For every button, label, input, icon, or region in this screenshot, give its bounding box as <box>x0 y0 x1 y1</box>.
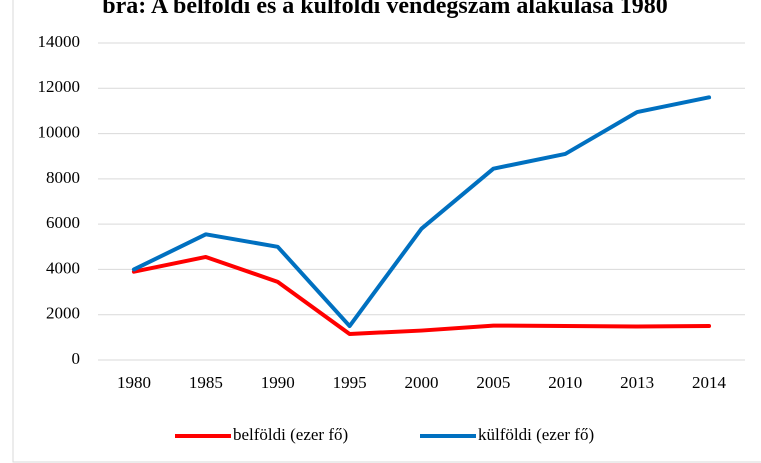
x-tick-label: 2014 <box>692 373 727 392</box>
x-tick-label: 2005 <box>476 373 510 392</box>
y-tick-label: 12000 <box>38 77 81 96</box>
x-tick-label: 2000 <box>405 373 439 392</box>
y-tick-label: 4000 <box>46 258 80 277</box>
x-tick-label: 1980 <box>117 373 151 392</box>
series-line <box>131 254 712 336</box>
x-tick-label: 2013 <box>620 373 654 392</box>
chart-title: bra: A belföldi és a külföldi vendégszám… <box>102 0 667 19</box>
x-tick-label: 1985 <box>189 373 223 392</box>
x-tick-label: 1990 <box>261 373 295 392</box>
y-tick-label: 10000 <box>38 122 81 141</box>
y-tick-label: 6000 <box>46 213 80 232</box>
y-tick-label: 8000 <box>46 168 80 187</box>
x-tick-label: 2010 <box>548 373 582 392</box>
series-line <box>131 95 712 329</box>
y-tick-label: 14000 <box>38 32 81 51</box>
y-tick-label: 2000 <box>46 304 80 323</box>
legend-label: külföldi (ezer fő) <box>478 425 594 444</box>
chart-frame <box>12 0 761 463</box>
legend-label: belföldi (ezer fő) <box>233 425 348 444</box>
y-tick-label: 0 <box>72 349 81 368</box>
x-tick-label: 1995 <box>333 373 367 392</box>
